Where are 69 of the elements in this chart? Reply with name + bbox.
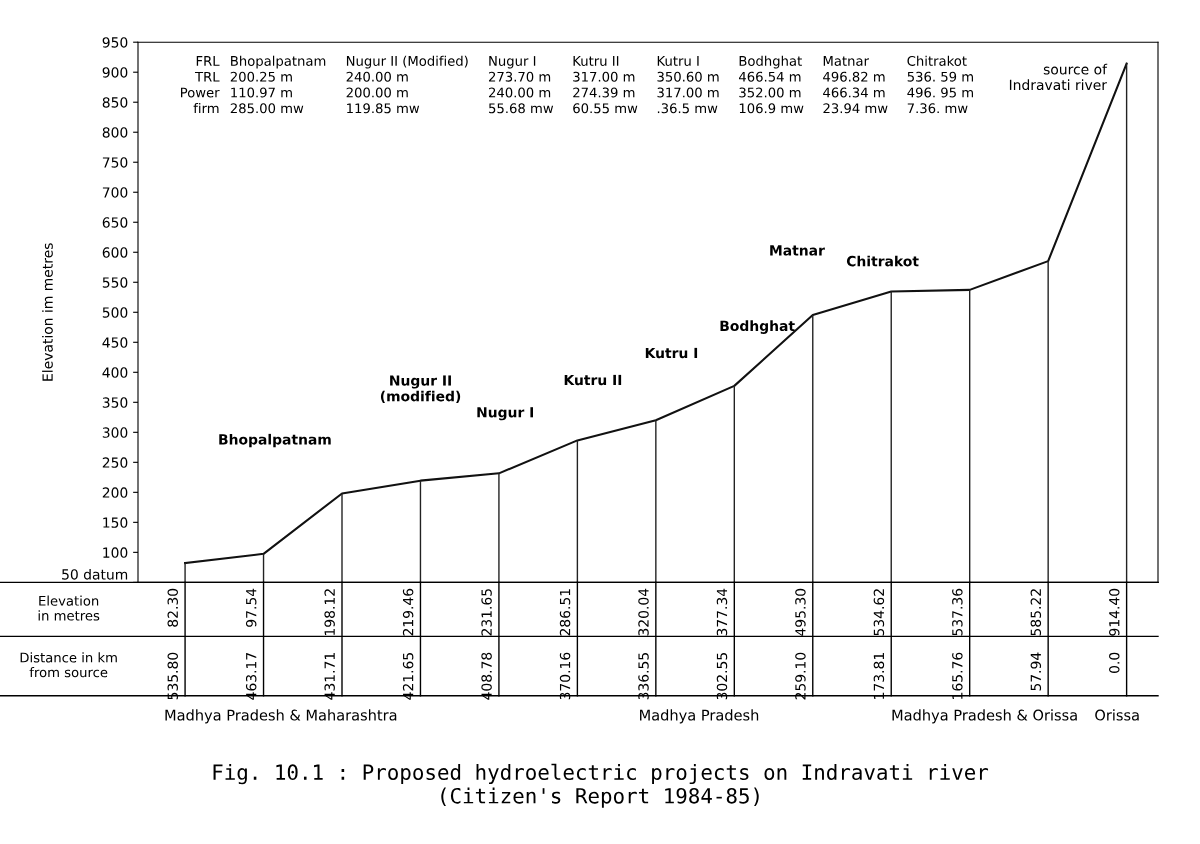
- data-label: 320.04: [638, 588, 649, 636]
- x-tick-label: 370.16: [559, 652, 571, 700]
- y-tick-label: 200: [102, 487, 128, 498]
- y-tick-label: 600: [102, 247, 128, 258]
- y-tick-label: 450: [102, 337, 128, 348]
- annotation: Chitrakot: [846, 255, 919, 267]
- annotation: Kutru II 317.00 m 274.39 m 60.55 mw: [573, 56, 638, 114]
- annotation: FRL TRL Power firm: [181, 56, 220, 114]
- text: Fig. 10.1 : Proposed hydroelectric projects on Indravati river (Citizen's Report 1984-85): [213, 763, 989, 808]
- text: Madhya Pradesh: [640, 709, 759, 724]
- annotation: Bhopalpatnam: [219, 433, 331, 448]
- y-tick-label: 150: [103, 517, 128, 528]
- y-tick-label: 50 datum: [62, 568, 128, 580]
- y-tick-label: 650: [102, 217, 128, 228]
- data-label: 377.34: [716, 588, 728, 636]
- data-label: 914.40: [1109, 588, 1120, 636]
- data-label: 286.51: [559, 589, 571, 636]
- data-label: 495.30: [795, 588, 806, 636]
- data-label: 198.12: [324, 589, 335, 635]
- y-tick-label: 100: [103, 547, 128, 558]
- y-tick-label: 900: [102, 67, 128, 78]
- annotation: Bodhghat 466.54 m 352.00 m 106.9 mw: [739, 55, 804, 114]
- annotation: Bodhghat: [720, 320, 795, 334]
- x-tick-label: 336.55: [638, 653, 649, 700]
- data-label: 231.65: [481, 589, 492, 636]
- y-axis-title: Elevation im metres: [42, 243, 53, 381]
- annotation: Kutru II: [564, 374, 622, 386]
- y-tick-label: 500: [102, 307, 128, 318]
- data-label: 82.30: [167, 588, 178, 627]
- data-label: 585.22: [1030, 589, 1042, 636]
- annotation: Chitrakot 536. 59 m 496. 95 m 7.36. mw: [907, 55, 973, 114]
- annotation: Matnar 496.82 m 466.34 m 23.94 mw: [823, 56, 888, 114]
- y-tick-label: 700: [102, 187, 128, 198]
- y-tick-label: 750: [102, 157, 128, 168]
- x-tick-label: 535.80: [167, 652, 178, 700]
- annotation: Nugur II (Modified) 240.00 m 200.00 m 119.85 mw: [346, 55, 468, 114]
- x-tick-label: 463.17: [245, 652, 257, 700]
- text: Madhya Pradesh & Maharashtra: [165, 709, 397, 724]
- y-tick-label: 950: [102, 37, 128, 48]
- data-label: 537.36: [952, 588, 963, 636]
- annotation: Nugur I: [477, 407, 534, 421]
- y-tick-label: 850: [102, 97, 128, 108]
- x-tick-label: 0.0: [1109, 652, 1120, 673]
- x-tick-label: 431.71: [324, 653, 335, 700]
- y-tick-label: 250: [102, 457, 128, 468]
- y-tick-label: 350: [102, 397, 128, 408]
- text: Orissa: [1095, 709, 1139, 721]
- data-label: 534.62: [873, 589, 885, 636]
- annotation: source of Indravati river: [1009, 63, 1108, 91]
- text: Distance in km from source: [20, 652, 117, 678]
- y-tick-label: 800: [102, 127, 128, 138]
- x-tick-label: 408.78: [481, 652, 492, 700]
- y-tick-label: 400: [102, 367, 128, 378]
- data-label: 219.46: [402, 588, 414, 636]
- x-tick-label: 57.94: [1030, 652, 1042, 691]
- annotation: Bhopalpatnam 200.25 m 110.97 m 285.00 mw: [230, 55, 326, 114]
- x-tick-label: 259.10: [795, 652, 806, 700]
- annotation: Matnar: [770, 245, 825, 256]
- annotation: Nugur II (modified): [380, 375, 461, 404]
- data-label: 97.54: [245, 588, 257, 627]
- text: Madhya Pradesh & Orissa: [892, 709, 1077, 724]
- y-tick-label: 300: [102, 427, 128, 438]
- annotation: Kutru I: [645, 347, 698, 359]
- x-tick-label: 421.65: [402, 653, 414, 700]
- annotation: Kutru I 350.60 m 317.00 m .36.5 mw: [657, 56, 719, 114]
- x-tick-label: 302.55: [716, 653, 728, 700]
- text: Elevation in metres: [38, 595, 100, 621]
- y-tick-label: 550: [102, 277, 128, 288]
- annotation: Nugur I 273.70 m 240.00 m 55.68 mw: [488, 56, 554, 114]
